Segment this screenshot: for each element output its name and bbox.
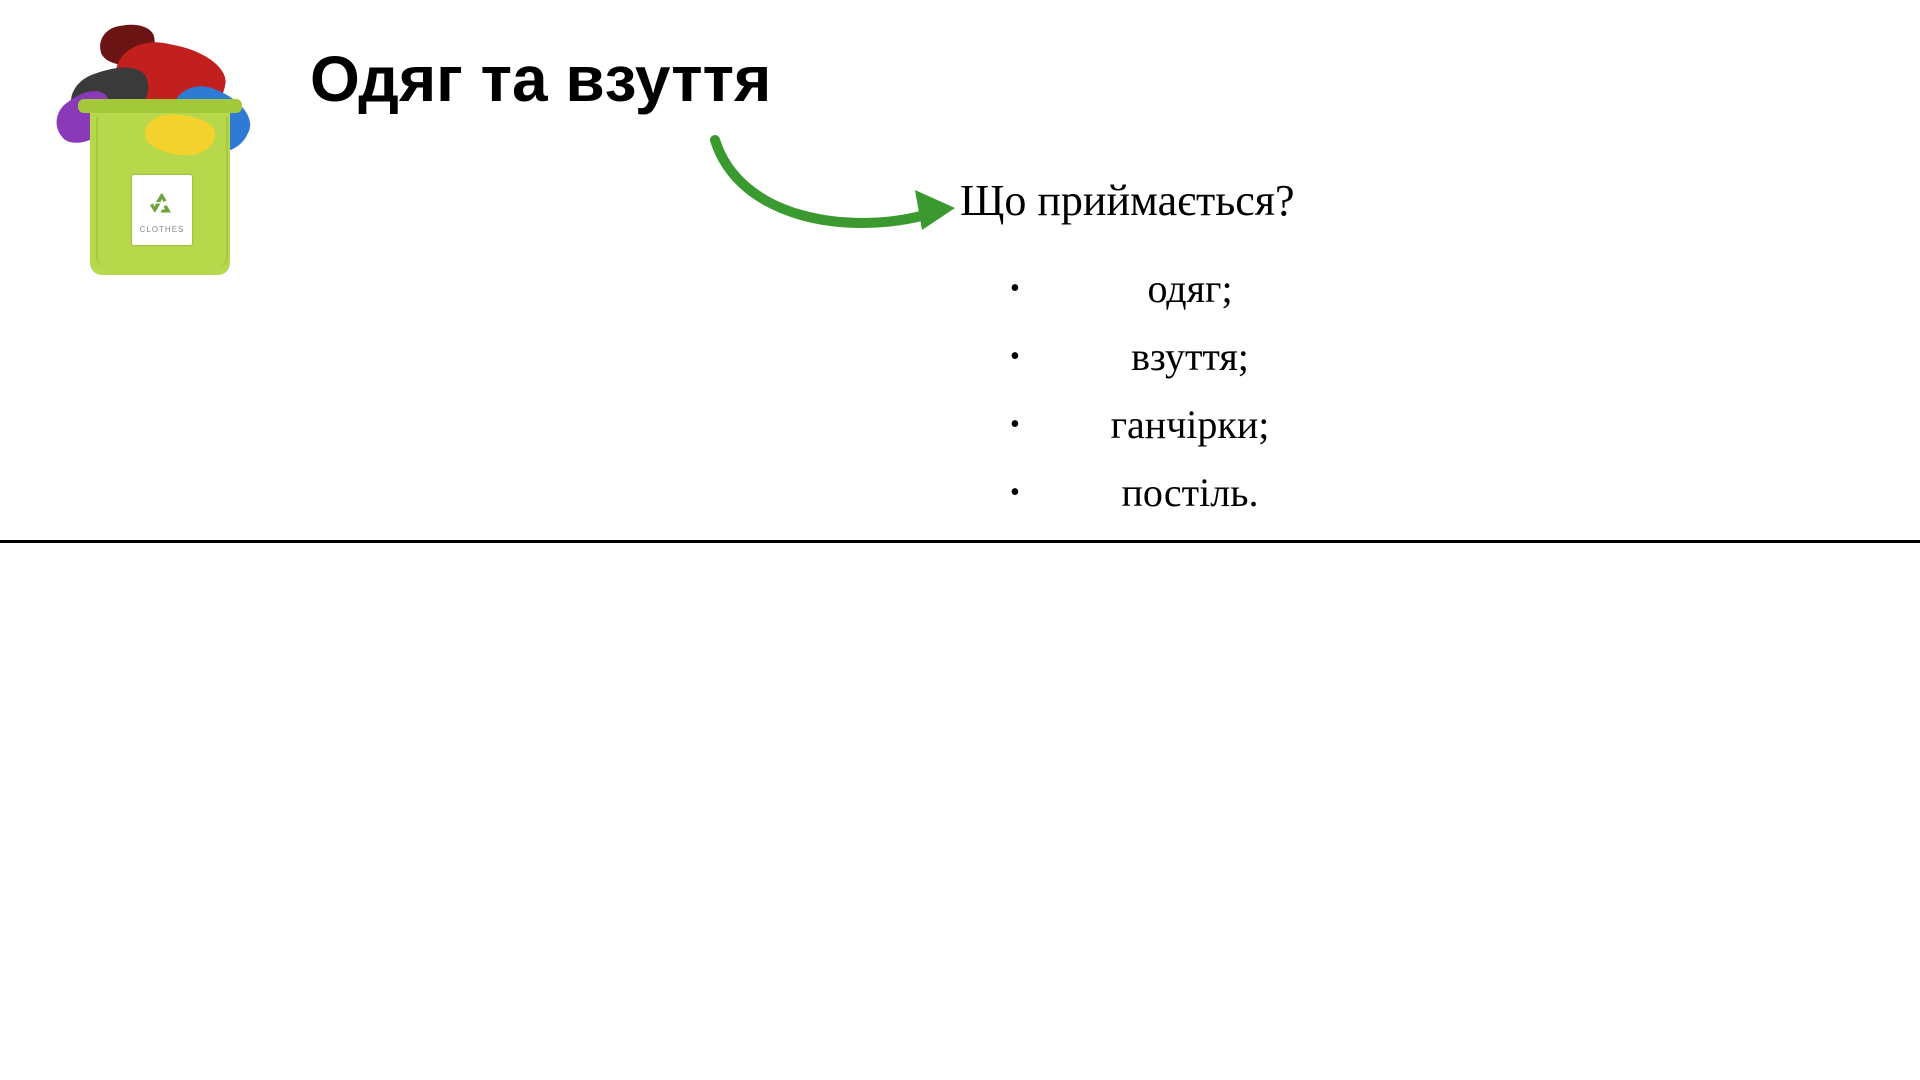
slide: CLOTHES Одяг та взуття Що приймається? о… (0, 0, 1920, 1080)
section-pet: PET RECYCLING PET-пляшки Що приймається?… (0, 540, 1920, 1080)
bin-label: CLOTHES (132, 175, 192, 245)
list-item: ганчірки; (1010, 391, 1280, 459)
section-clothes: CLOTHES Одяг та взуття Що приймається? о… (0, 0, 1920, 540)
list-item: постіль. (1010, 459, 1280, 527)
recycle-icon (144, 187, 180, 223)
list-item: одяг; (1010, 255, 1280, 323)
arrow-icon (700, 130, 960, 260)
list-item-text: постіль. (1100, 459, 1280, 527)
list-item-text: одяг; (1100, 255, 1280, 323)
list-item-text: взуття; (1100, 323, 1280, 391)
accepted-list-clothes: одяг; взуття; ганчірки; постіль. (1010, 255, 1280, 527)
list-item: взуття; (1010, 323, 1280, 391)
clothes-bin-icon: CLOTHES (15, 10, 285, 280)
bin-label-text: CLOTHES (140, 225, 185, 234)
section-title-clothes: Одяг та взуття (310, 42, 771, 116)
list-item-text: ганчірки; (1100, 391, 1280, 459)
subtitle-accepted-top: Що приймається? (960, 175, 1295, 226)
